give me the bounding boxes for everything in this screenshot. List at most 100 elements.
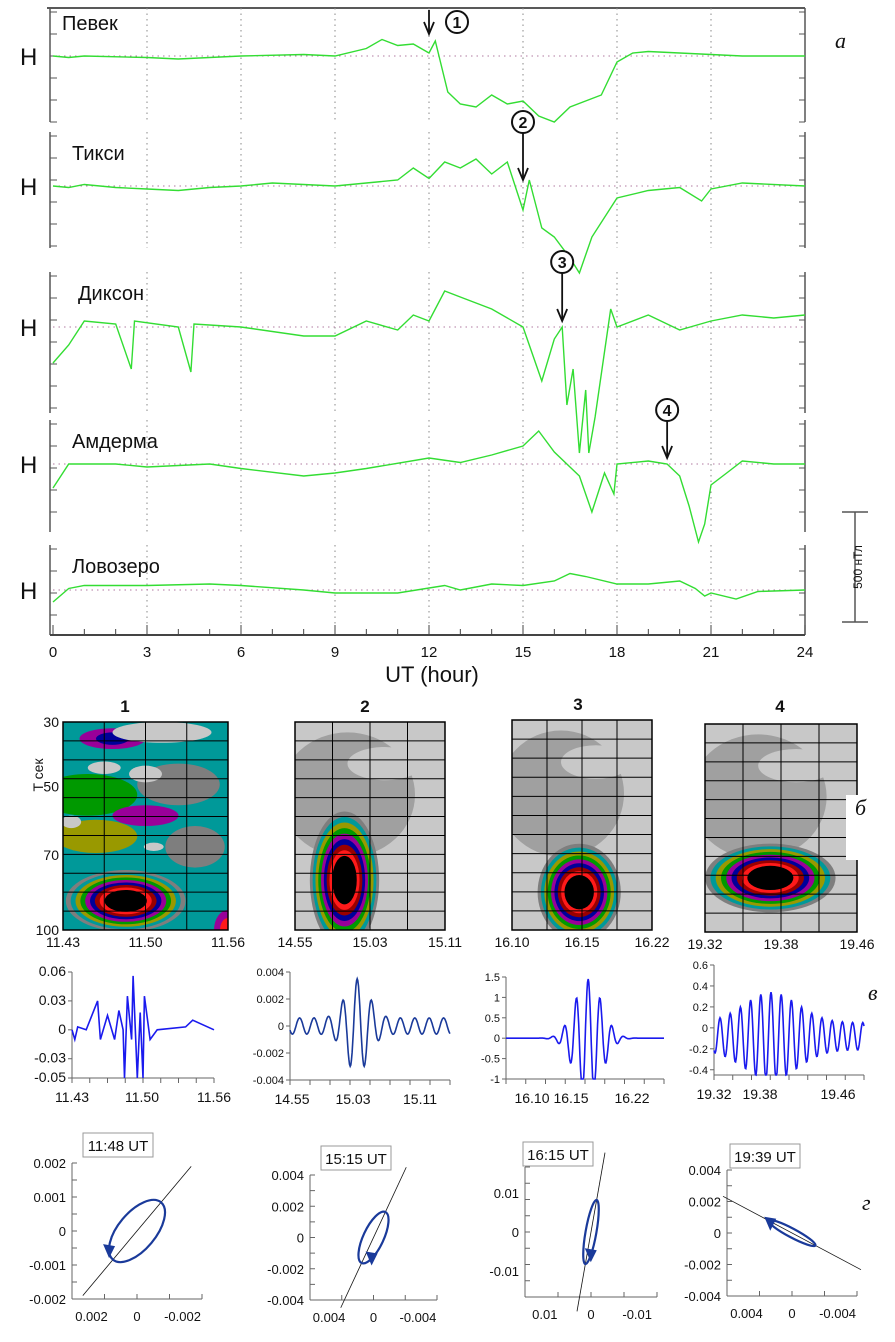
polarization-ellipse bbox=[357, 1210, 390, 1265]
time-label: 19:39 UT bbox=[734, 1149, 796, 1166]
h-component-trace bbox=[52, 290, 806, 454]
y-tick-label: -0.002 bbox=[267, 1262, 304, 1277]
x-tick-label: 11.56 bbox=[197, 1089, 231, 1105]
x-tick-label: 14.55 bbox=[277, 934, 312, 950]
y-tick-label: 1.5 bbox=[485, 972, 500, 984]
y-tick-label: 0 bbox=[278, 1021, 284, 1033]
event-marker-number: 3 bbox=[558, 255, 567, 272]
signal-panel: 0.6 0.4 0.2 0 -0.2 -0.4 19.32 19.38 19.46 bbox=[689, 960, 865, 1102]
h-component-trace bbox=[52, 38, 805, 123]
x-tick-label: 14.55 bbox=[274, 1091, 309, 1107]
x-tick-label: 9 bbox=[331, 644, 339, 661]
x-tick-label: 6 bbox=[237, 644, 245, 661]
spectrum-panel: 2 14.55 15.03 15.11 bbox=[277, 697, 462, 950]
major-axis-line bbox=[340, 1167, 407, 1308]
event-marker-number: 2 bbox=[519, 115, 528, 132]
station-name: Тикси bbox=[72, 143, 125, 165]
spectrum-frame bbox=[511, 719, 653, 931]
y-tick-label: 0.06 bbox=[39, 963, 66, 979]
event-arrowhead bbox=[423, 21, 435, 37]
x-tick-label: 0 bbox=[587, 1307, 594, 1322]
spectrum-frame bbox=[62, 721, 229, 931]
panel-label-b: б bbox=[855, 795, 867, 820]
x-tick-label: -0.004 bbox=[819, 1306, 856, 1321]
y-tick-label: 0.002 bbox=[271, 1199, 304, 1214]
x-tick-label: 0 bbox=[788, 1306, 795, 1321]
x-tick-label: 19.32 bbox=[687, 936, 722, 952]
x-tick-label: 16.10 bbox=[514, 1090, 549, 1106]
channel-label-h: H bbox=[20, 44, 37, 71]
y-tick-label: -0.01 bbox=[489, 1264, 519, 1279]
spectrum-contour bbox=[561, 745, 631, 779]
station-panel: H Диксон 3 bbox=[20, 250, 806, 454]
x-tick-label: 11.43 bbox=[46, 934, 80, 950]
y-tick-label: 0.5 bbox=[485, 1013, 500, 1025]
wavelet-spectra: 1 11.43 11.50 11.56 30 50 70 100 T сек 2 14.55 15.0… bbox=[30, 695, 875, 952]
y-tick-label: -0.2 bbox=[689, 1044, 708, 1056]
y-tick-label: -0.05 bbox=[34, 1069, 66, 1085]
station-name: Певек bbox=[62, 13, 118, 35]
y-tick-label: -0.002 bbox=[684, 1258, 721, 1273]
station-name: Диксон bbox=[78, 283, 144, 305]
y-tick-label: 0.4 bbox=[693, 981, 708, 993]
y-tick-label: 0 bbox=[702, 1023, 708, 1035]
x-tick-label: 0 bbox=[133, 1309, 140, 1324]
y-tick-label: -0.03 bbox=[34, 1050, 66, 1066]
y-tick-label: 1 bbox=[494, 992, 500, 1004]
event-marker-circle bbox=[445, 10, 469, 34]
panel-label-a: а bbox=[835, 28, 846, 53]
major-axis-line bbox=[722, 1195, 862, 1271]
y-tick-label: 0 bbox=[59, 1224, 66, 1239]
rotation-arrow bbox=[764, 1216, 777, 1231]
station-panel: H Амдерма 4 bbox=[20, 398, 806, 545]
signal-panel: 0.06 0.03 0 -0.03 -0.05 11.43 11.50 11.56 bbox=[34, 963, 231, 1105]
spectrum-contour bbox=[332, 855, 357, 905]
time-label: 11:48 UT bbox=[88, 1138, 149, 1155]
label-notch bbox=[846, 795, 866, 860]
event-marker-number: 4 bbox=[663, 403, 672, 420]
channel-label-h: H bbox=[20, 452, 37, 479]
y-tick-label: 0.002 bbox=[688, 1195, 721, 1210]
x-tick-label: 16.22 bbox=[614, 1090, 649, 1106]
y-tick-label: 100 bbox=[36, 922, 60, 938]
x-tick-label: 19.32 bbox=[696, 1086, 731, 1102]
h-component-trace bbox=[52, 429, 805, 545]
x-tick-label: 18 bbox=[609, 644, 626, 661]
y-tick-label: 0.002 bbox=[33, 1156, 66, 1171]
signal-trace bbox=[506, 978, 664, 1080]
rotation-arrow bbox=[365, 1251, 378, 1266]
x-tick-label: 12 bbox=[421, 644, 438, 661]
y-tick-label: 50 bbox=[43, 778, 59, 794]
x-tick-label: -0.004 bbox=[400, 1310, 437, 1325]
event-arrowhead bbox=[517, 167, 529, 183]
x-tick-label: 0 bbox=[49, 644, 57, 661]
x-tick-label: 19.38 bbox=[742, 1086, 777, 1102]
spectrum-contour bbox=[63, 815, 82, 829]
y-tick-label: 0.004 bbox=[271, 1168, 304, 1183]
signal-trace bbox=[71, 975, 215, 1079]
x-tick-label: 0.002 bbox=[75, 1309, 108, 1324]
y-tick-label: -0.002 bbox=[253, 1048, 284, 1060]
x-tick-label: 16.15 bbox=[553, 1090, 588, 1106]
x-tick-label: 15.11 bbox=[428, 934, 462, 950]
x-tick-label: 16.22 bbox=[634, 934, 669, 950]
time-label-box bbox=[82, 1132, 154, 1158]
x-tick-label: 3 bbox=[143, 644, 151, 661]
time-label: 16:15 UT bbox=[527, 1147, 589, 1164]
time-label: 15:15 UT bbox=[325, 1151, 387, 1168]
x-tick-label: 0.01 bbox=[532, 1307, 557, 1322]
x-tick-label: 15 bbox=[515, 644, 532, 661]
station-name: Амдерма bbox=[72, 431, 159, 453]
h-component-trace bbox=[52, 158, 806, 275]
spectrum-contour bbox=[758, 748, 835, 783]
y-tick-label: 30 bbox=[43, 714, 59, 730]
x-tick-label: -0.002 bbox=[164, 1309, 201, 1324]
channel-label-h: H bbox=[20, 578, 37, 605]
spectrum-image bbox=[512, 720, 652, 930]
signal-panel: 1.5 1 0.5 0 -0.5 -1 16.10 16.15 16.22 bbox=[481, 972, 665, 1106]
hodograph-panel: 0.002 0.001 0 -0.001 -0.002 0.002 0 -0.002 11:48… bbox=[29, 1132, 203, 1324]
spectrum-contour bbox=[220, 918, 228, 930]
rotation-arrow bbox=[103, 1244, 116, 1259]
y-tick-label: 0.004 bbox=[688, 1163, 721, 1178]
x-tick-label: 11.56 bbox=[211, 934, 245, 950]
